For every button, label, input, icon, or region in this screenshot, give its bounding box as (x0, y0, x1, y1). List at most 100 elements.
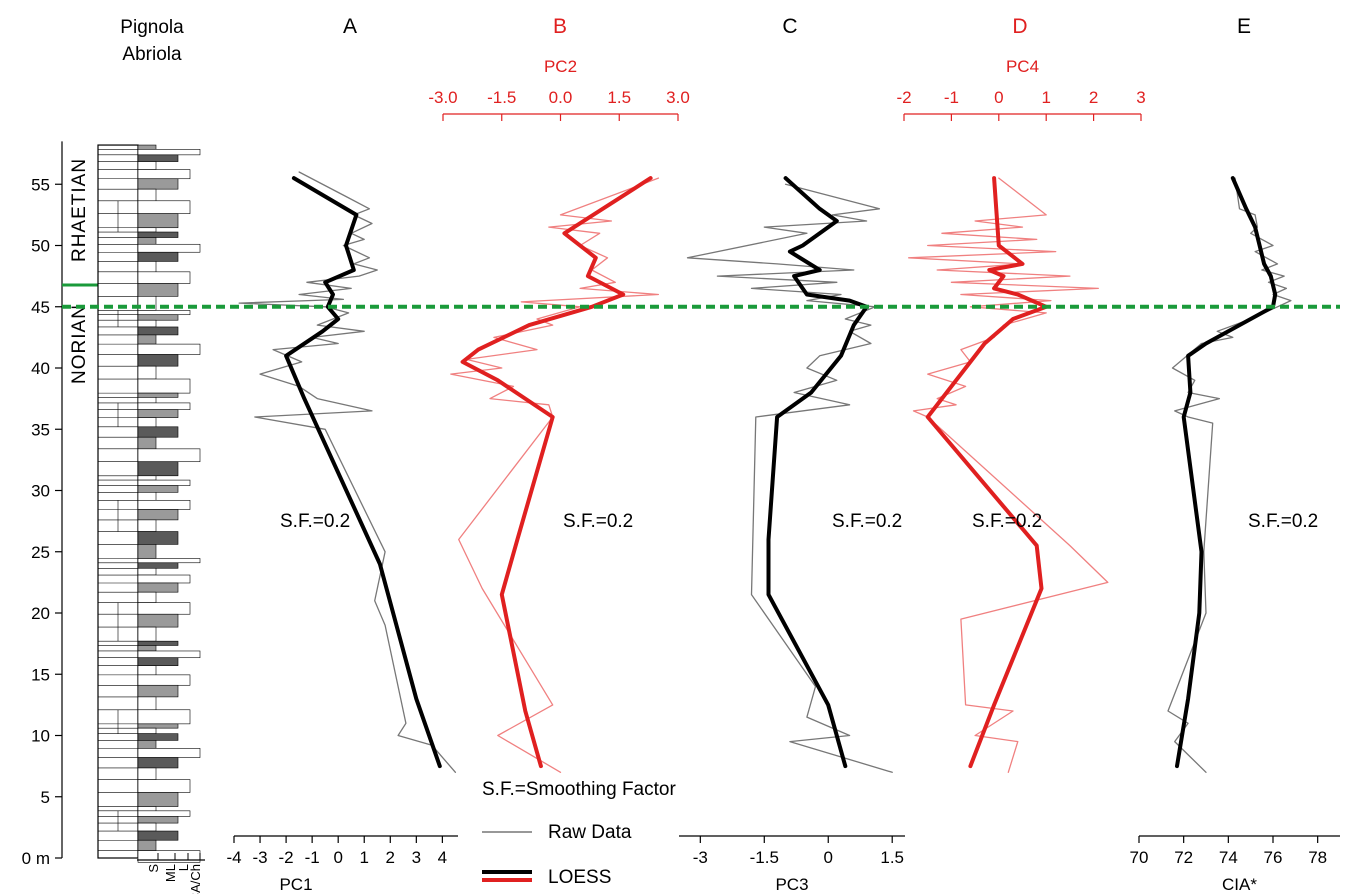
series-raw-line (450, 177, 660, 773)
panel-x-tick-label: 70 (1130, 848, 1149, 867)
depth-tick-label: 55 (31, 175, 50, 194)
panel-title: D (1012, 15, 1027, 38)
legend: S.F.=Smoothing Factor Raw Data LOESS (482, 779, 676, 888)
litho-bed (137, 261, 157, 273)
panel-x-tick-label: 0 (333, 848, 342, 867)
panel-x-tick-label: 0.0 (549, 88, 573, 107)
litho-bed (137, 709, 191, 725)
depth-tick-label: 30 (31, 482, 50, 501)
section-title-line2: Abriola (122, 44, 182, 65)
litho-bed (137, 409, 179, 418)
panel-e: E 70 72 74 76 78 CIA* S.F.=0.2 (1130, 15, 1340, 894)
litho-bed (137, 251, 179, 262)
panel-x-tick-label: 0 (824, 848, 833, 867)
litho-bed (137, 378, 191, 394)
series-loess-line (284, 176, 442, 769)
litho-bed (137, 492, 157, 501)
panel-x-axis-label: PC1 (279, 875, 312, 894)
litho-bed (137, 650, 201, 659)
depth-tick-label: 0 m (22, 849, 50, 868)
litho-bed (137, 665, 157, 676)
panel-x-tick-label: -1 (944, 88, 959, 107)
litho-bed (137, 822, 157, 832)
panel-x-tick-label: 1 (359, 848, 368, 867)
series-raw-line (686, 183, 893, 773)
panel-title: E (1237, 15, 1251, 38)
smoothing-annotation: S.F.=0.2 (972, 511, 1042, 532)
panel-x-tick-label: 3.0 (666, 88, 690, 107)
litho-bed (137, 271, 191, 284)
panel-x-tick-label: 74 (1219, 848, 1238, 867)
smoothing-annotation: S.F.=0.2 (1248, 511, 1318, 532)
depth-tick-label: 40 (31, 359, 50, 378)
panel-x-tick-label: 1.5 (880, 848, 904, 867)
panel-x-tick-label: 4 (438, 848, 447, 867)
panel-x-tick-label: 0 (994, 88, 1003, 107)
panel-a: A -4 -3 -2 -1 0 1 2 3 4 PC1 S.F.=0.2 (226, 15, 458, 894)
lithology-axis: S ML L CA/Ch (137, 853, 205, 894)
litho-bed (137, 830, 179, 841)
litho-bed (137, 767, 157, 780)
litho-bed (137, 343, 201, 355)
litho-bed (137, 509, 179, 521)
litho-bed (137, 645, 157, 652)
depth-tick-label: 10 (31, 727, 50, 746)
stage-label-rhaetian: RHAETIAN (69, 158, 90, 262)
series-raw-line (238, 171, 457, 773)
litho-bed (137, 740, 157, 749)
series-loess-line (925, 176, 1049, 769)
litho-bed (137, 417, 157, 428)
litho-bed (137, 839, 157, 851)
litho-bed (137, 200, 191, 214)
lithologic-column (97, 144, 201, 863)
panel-title: A (343, 15, 357, 38)
panel-b: B -3.0 -1.5 0.0 1.5 3.0 PC2 S.F.=0.2 (428, 15, 690, 773)
litho-bed (137, 326, 179, 336)
panel-x-tick-label: 72 (1174, 848, 1193, 867)
litho-bed (137, 243, 201, 253)
litho-bed (137, 426, 179, 438)
litho-bed (137, 657, 179, 666)
litho-bed (137, 696, 157, 711)
litho-bed (137, 178, 179, 190)
depth-axis: 0 m 5 10 15 20 25 30 35 40 45 50 55 (22, 141, 63, 868)
legend-loess-label: LOESS (548, 867, 611, 888)
litho-bed (137, 161, 157, 170)
litho-label-s: S (146, 864, 161, 873)
smoothing-annotation: S.F.=0.2 (832, 511, 902, 532)
litho-bed (137, 283, 179, 297)
litho-bed (137, 402, 191, 410)
litho-bed (137, 558, 201, 564)
litho-label-ml: ML (163, 864, 178, 882)
depth-tick-label: 5 (41, 788, 50, 807)
litho-bed (137, 392, 179, 398)
panel-x-tick-label: -3 (693, 848, 708, 867)
litho-bed (137, 334, 157, 345)
litho-bed (137, 562, 179, 569)
series-raw-line (1167, 177, 1292, 773)
litho-bed (137, 436, 157, 450)
smoothing-annotation: S.F.=0.2 (280, 511, 350, 532)
series-loess-line (766, 176, 869, 769)
litho-bed (137, 144, 157, 150)
panel-x-tick-label: 76 (1264, 848, 1283, 867)
litho-bed (137, 816, 179, 824)
litho-bed (137, 792, 179, 807)
litho-bed (137, 461, 179, 477)
litho-bed (137, 227, 157, 233)
panel-x-axis-label: PC3 (775, 875, 808, 894)
litho-bed (137, 544, 157, 559)
panel-title: C (782, 15, 797, 38)
series-loess-line (460, 176, 653, 769)
litho-bed (137, 723, 179, 729)
panel-x-tick-label: -3 (252, 848, 267, 867)
litho-bed (137, 169, 191, 180)
litho-bed (137, 475, 157, 481)
litho-bed (137, 574, 191, 584)
litho-bed (137, 733, 179, 741)
litho-bed (137, 310, 191, 316)
litho-bed (137, 314, 179, 321)
litho-bed (137, 231, 179, 238)
litho-bed (137, 567, 157, 576)
